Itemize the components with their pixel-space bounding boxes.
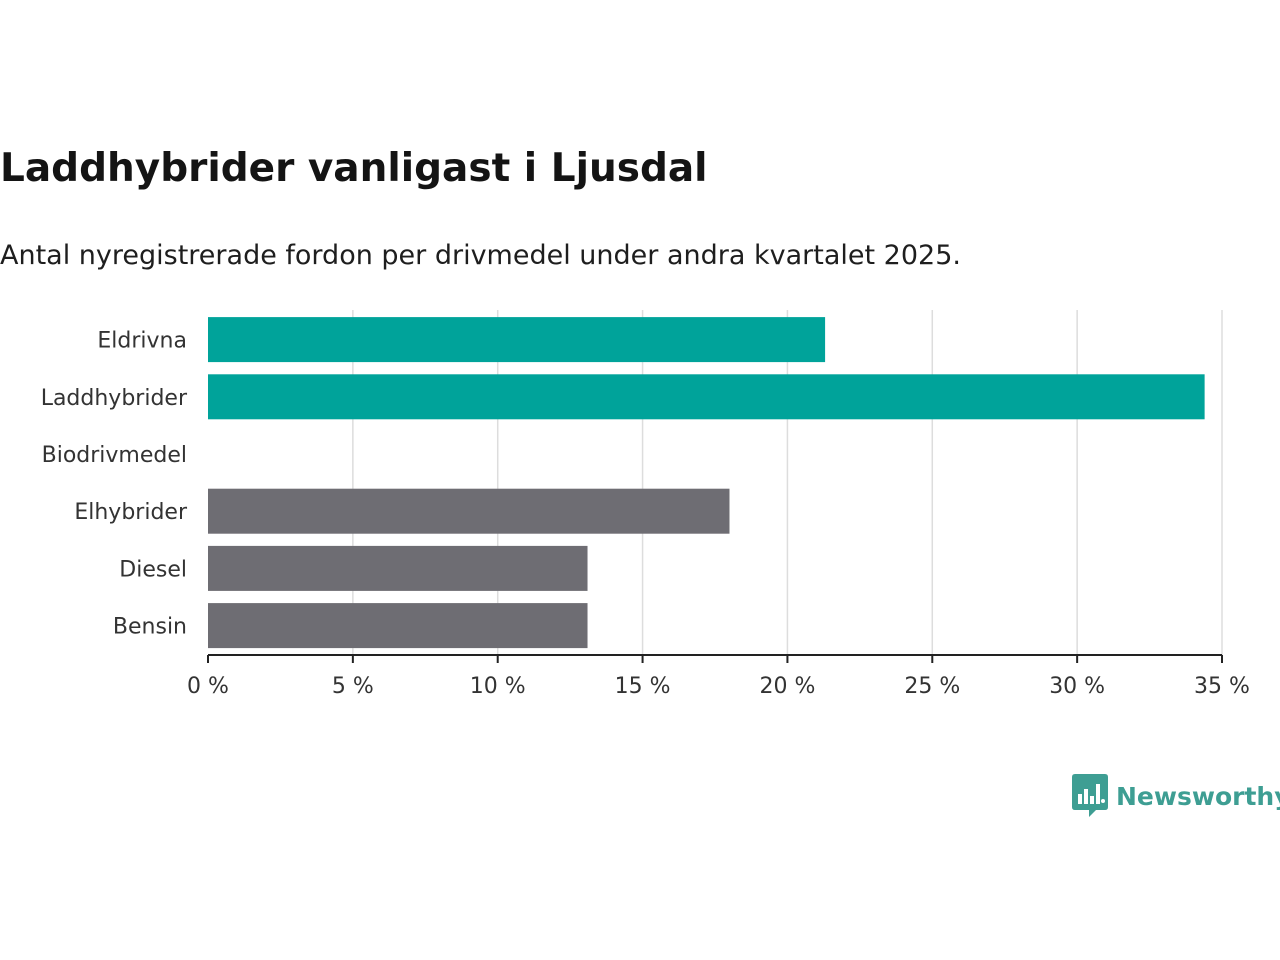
bars (208, 317, 1205, 649)
bar-elhybrider (208, 488, 730, 534)
category-label: Eldrivna (97, 329, 187, 354)
category-label: Diesel (119, 557, 187, 582)
chart-title: Laddhybrider vanligast i Ljusdal (0, 146, 708, 191)
bar-eldrivna (208, 317, 826, 363)
x-tick-label: 30 % (1049, 674, 1105, 699)
x-tick-label: 25 % (904, 674, 960, 699)
category-labels: Eldrivna Laddhybrider Biodrivmedel Elhybrid… (41, 329, 188, 640)
x-tick-label: 5 % (332, 674, 374, 699)
gridlines (352, 310, 1223, 655)
x-tick-label: 10 % (470, 674, 526, 699)
bar-chart: Eldrivna Laddhybrider Biodrivmedel Elhybrid… (41, 310, 1250, 699)
x-tick-label: 20 % (759, 674, 815, 699)
category-label: Bensin (113, 615, 187, 640)
bar-laddhybrider (208, 374, 1205, 420)
newsworthy-chart-bubble-icon (1072, 774, 1108, 817)
category-label: Laddhybrider (41, 386, 188, 411)
newsworthy-logo: Newsworthy (1072, 774, 1280, 818)
bar-diesel (208, 545, 588, 591)
brand-name: Newsworthy (1116, 781, 1280, 811)
bar-bensin (208, 603, 588, 649)
chart-subtitle: Antal nyregistrerade fordon per drivmede… (0, 240, 961, 271)
category-label: Biodrivmedel (42, 443, 187, 468)
x-tick-label: 35 % (1194, 674, 1250, 699)
category-label: Elhybrider (74, 500, 188, 525)
x-axis: 0 % 5 % 10 % 15 % 20 % 25 % 30 % 35 % (187, 654, 1250, 699)
x-tick-label: 15 % (615, 674, 671, 699)
x-tick-label: 0 % (187, 674, 229, 699)
